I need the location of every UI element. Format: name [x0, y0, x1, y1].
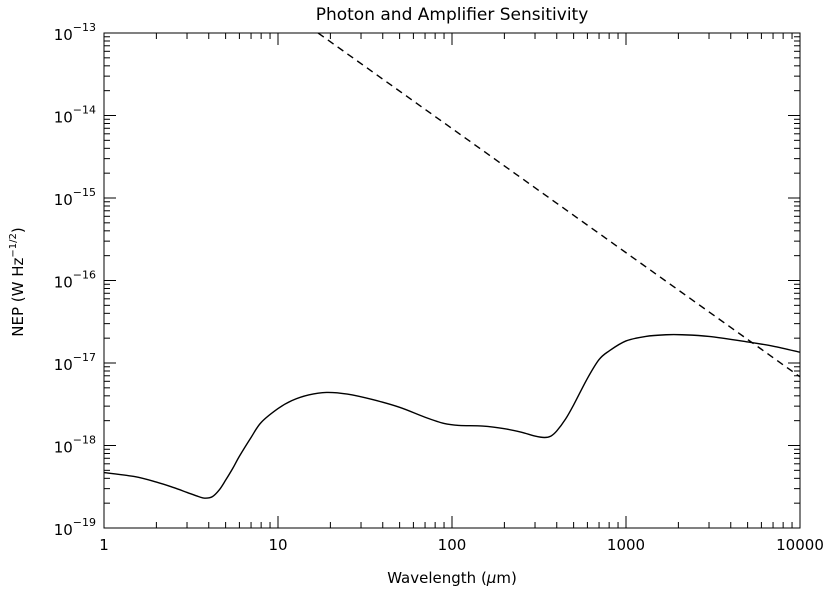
series-line-solid — [104, 333, 800, 499]
x-axis-title-pre: Wavelength ( — [387, 569, 487, 587]
y-tick-label-exponent: −19 — [73, 516, 96, 529]
x-tick-label: 10000 — [776, 536, 824, 554]
chart-title: Photon and Amplifier Sensitivity — [316, 5, 589, 25]
series — [104, 33, 800, 499]
y-tick-label-base: 10 — [54, 439, 73, 457]
y-axis-title-close: ) — [9, 227, 27, 233]
y-tick-label-base: 10 — [54, 356, 73, 374]
y-tick-label: 10−19 — [54, 516, 96, 539]
y-tick-label-base: 10 — [54, 26, 73, 44]
y-tick-label-base: 10 — [54, 274, 73, 292]
x-axis-title-post: m) — [496, 569, 516, 587]
ticks: 1 10 100 1000 1000010−1310−1410−1510−1610−17… — [54, 21, 824, 554]
y-tick-label: 10−13 — [54, 21, 96, 44]
x-axis-title-mu: μ — [486, 569, 497, 587]
x-tick-label: 100 — [438, 536, 467, 554]
y-tick-label-base: 10 — [54, 521, 73, 539]
y-tick-label-exponent: −14 — [73, 104, 96, 117]
y-axis-title-main: NEP (W Hz — [9, 257, 27, 336]
y-tick-label-exponent: −13 — [73, 21, 96, 34]
y-tick-label: 10−18 — [54, 434, 96, 457]
y-tick-label-exponent: −16 — [73, 269, 96, 282]
y-tick-label: 10−17 — [54, 351, 96, 374]
x-tick-label: 1000 — [607, 536, 645, 554]
y-tick-label-exponent: −18 — [73, 434, 96, 447]
y-tick-label-base: 10 — [54, 109, 73, 127]
series-line-dashed — [317, 33, 800, 378]
y-tick-label-exponent: −17 — [73, 351, 96, 364]
y-tick-label: 10−14 — [54, 104, 96, 127]
plot-frame — [103, 32, 801, 529]
x-tick-label: 10 — [268, 536, 287, 554]
y-axis-title: NEP (W Hz−1/2) — [8, 227, 27, 336]
y-tick-label-base: 10 — [54, 191, 73, 209]
y-axis-title-sup: −1/2 — [8, 233, 19, 257]
x-tick-label: 1 — [99, 536, 109, 554]
y-tick-label-exponent: −15 — [73, 186, 96, 199]
plot-area-border — [103, 32, 801, 529]
y-tick-label: 10−15 — [54, 186, 96, 209]
x-axis-title: Wavelength (μm) — [387, 569, 517, 587]
y-tick-label: 10−16 — [54, 269, 96, 292]
